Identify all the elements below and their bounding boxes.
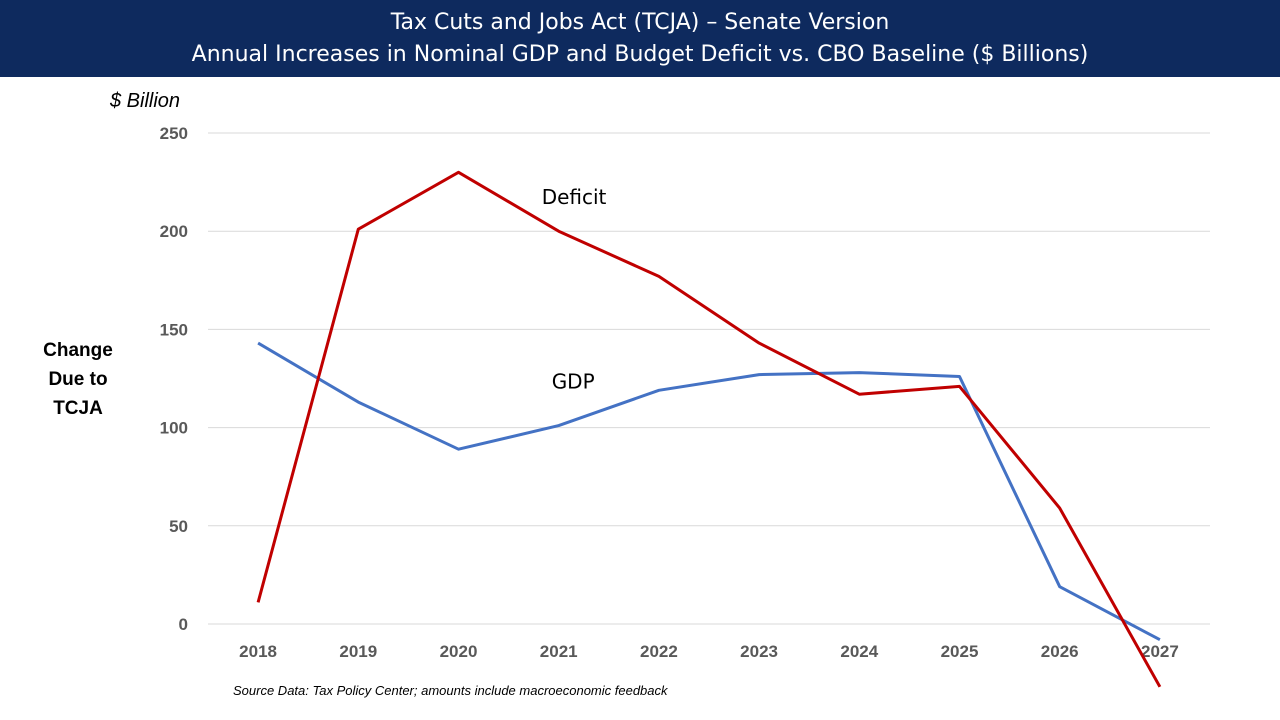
source-note: Source Data: Tax Policy Center; amounts … xyxy=(233,683,668,698)
x-tick-2027: 2027 xyxy=(1141,642,1179,661)
x-tick-2018: 2018 xyxy=(239,642,277,661)
y-tick-200: 200 xyxy=(160,222,188,241)
y-axis-label: Change Due to TCJA xyxy=(43,340,113,419)
series-label-gdp: GDP xyxy=(552,370,595,394)
x-tick-2023: 2023 xyxy=(740,642,778,661)
x-tick-2026: 2026 xyxy=(1041,642,1079,661)
series-labels: GDP Deficit xyxy=(542,185,607,393)
series-line-gdp xyxy=(257,341,1161,642)
y-tick-labels: 0 50 100 150 200 250 xyxy=(160,124,188,634)
y-tick-150: 150 xyxy=(160,320,188,339)
series-line-deficit xyxy=(256,170,1162,688)
y-tick-0: 0 xyxy=(179,615,188,634)
gridlines xyxy=(208,132,1210,625)
y-axis-unit: $ Billion xyxy=(110,90,181,112)
title-line-2: Annual Increases in Nominal GDP and Budg… xyxy=(191,42,1089,67)
chart-title: Tax Cuts and Jobs Act (TCJA) – Senate Ve… xyxy=(0,0,1280,77)
x-tick-2019: 2019 xyxy=(339,642,377,661)
y-tick-100: 100 xyxy=(160,419,188,438)
series-label-deficit: Deficit xyxy=(542,185,607,209)
x-tick-labels: 2018 2019 2020 2021 2022 2023 2024 2025 2026 2027 xyxy=(239,642,1179,661)
x-tick-2020: 2020 xyxy=(440,642,478,661)
y-tick-250: 250 xyxy=(160,124,188,143)
series-lines xyxy=(256,170,1162,688)
title-line-1: Tax Cuts and Jobs Act (TCJA) – Senate Ve… xyxy=(390,10,890,35)
x-tick-2022: 2022 xyxy=(640,642,678,661)
y-tick-50: 50 xyxy=(169,517,188,536)
x-tick-2021: 2021 xyxy=(540,642,578,661)
x-tick-2024: 2024 xyxy=(840,642,878,661)
x-tick-2025: 2025 xyxy=(941,642,979,661)
